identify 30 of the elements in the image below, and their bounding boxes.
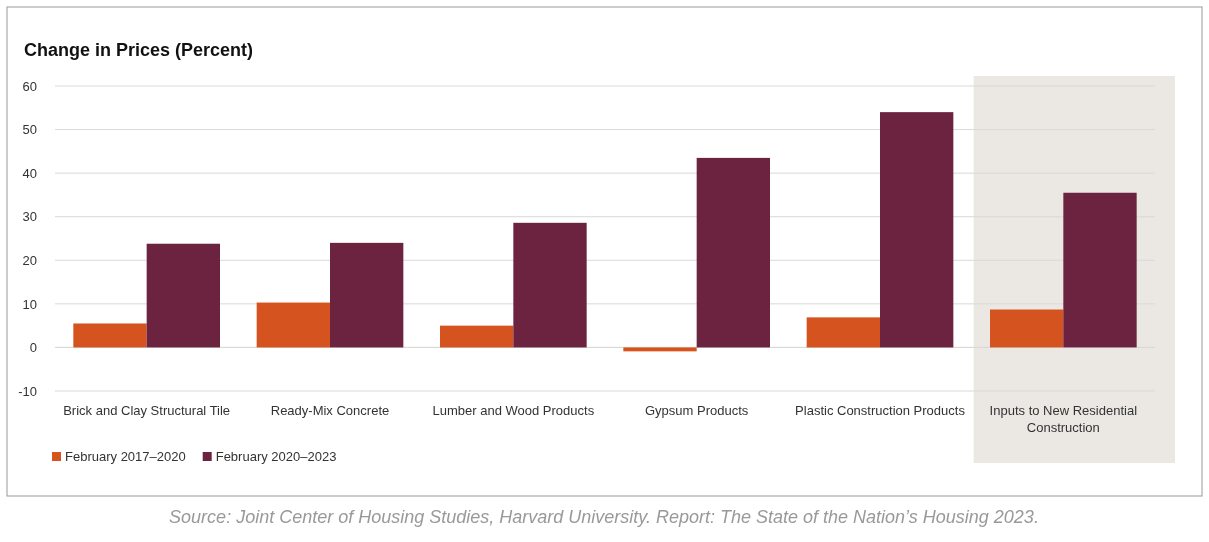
y-tick-label: 50 bbox=[22, 122, 37, 138]
y-tick-label: 10 bbox=[22, 296, 37, 312]
bar bbox=[806, 317, 880, 348]
bar bbox=[73, 323, 147, 348]
bar bbox=[513, 222, 587, 348]
bar bbox=[440, 325, 514, 348]
x-tick-label: Plastic Construction Products bbox=[795, 403, 966, 418]
x-tick-label: Ready-Mix Concrete bbox=[270, 403, 390, 418]
bar bbox=[990, 309, 1064, 348]
source-note: Source: Joint Center of Housing Studies, Harvard University. Report: The State of the Nation’s Housing 2023. bbox=[169, 507, 1039, 527]
bar bbox=[880, 112, 954, 348]
x-tick-label: Lumber and Wood Products bbox=[432, 403, 595, 418]
x-tick-label: Inputs to New Residential Construction bbox=[989, 403, 1138, 435]
bar bbox=[696, 157, 770, 348]
chart-title: Change in Prices (Percent) bbox=[24, 40, 254, 60]
y-tick-label: -10 bbox=[18, 383, 37, 399]
bar bbox=[1063, 192, 1137, 348]
bar bbox=[330, 242, 404, 348]
legend-label: February 2020–2023 bbox=[215, 449, 337, 464]
y-tick-label: 20 bbox=[22, 252, 37, 268]
y-tick-label: 0 bbox=[29, 340, 37, 356]
y-tick-label: 40 bbox=[22, 165, 37, 181]
x-tick-label: Gypsum Products bbox=[645, 403, 749, 418]
y-tick-label: 30 bbox=[22, 209, 37, 225]
bar bbox=[146, 243, 220, 348]
bar bbox=[623, 347, 697, 352]
y-tick-label: 60 bbox=[22, 78, 37, 94]
legend-label: February 2017–2020 bbox=[65, 449, 186, 464]
bar bbox=[256, 302, 330, 348]
x-tick-label: Brick and Clay Structural Tile bbox=[63, 403, 231, 418]
